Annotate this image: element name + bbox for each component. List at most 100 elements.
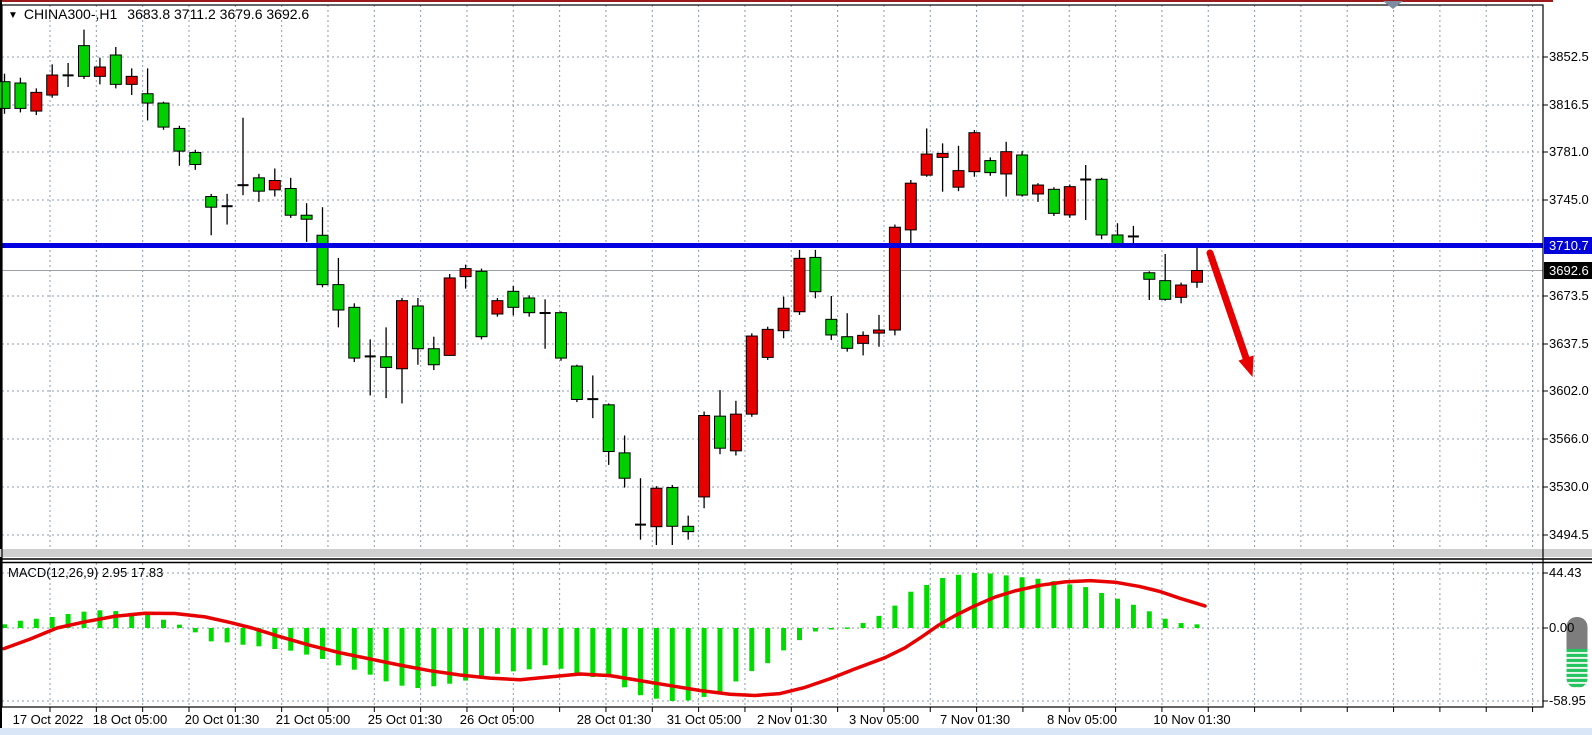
candle-body — [443, 277, 456, 356]
candle-body — [825, 318, 838, 336]
candle-body — [857, 334, 870, 344]
macd-histogram-bar — [33, 618, 39, 628]
macd-histogram-bar — [208, 628, 214, 642]
candle-body — [984, 160, 997, 174]
candle-body — [332, 284, 345, 311]
price-axis-label: 3494.5 — [1549, 527, 1589, 542]
macd-histogram-bar — [240, 628, 246, 645]
candle-doji — [635, 523, 646, 526]
macd-histogram-bar — [892, 605, 898, 628]
macd-histogram-bar — [844, 627, 850, 629]
time-axis-label: 8 Nov 05:00 — [1046, 712, 1118, 727]
candle-body — [904, 182, 917, 231]
candle-body — [873, 329, 885, 334]
widget-stripe — [1566, 653, 1588, 657]
widget-stripe — [1566, 668, 1588, 672]
time-axis-label: 21 Oct 05:00 — [275, 712, 351, 727]
candle-body — [698, 414, 711, 498]
candle-body — [1111, 234, 1124, 245]
window-top-edge — [0, 0, 1553, 2]
macd-histogram-bar — [447, 628, 453, 684]
macd-histogram-bar — [701, 628, 707, 697]
macd-histogram-bar — [161, 619, 166, 628]
macd-histogram-bar — [304, 628, 310, 655]
candle-body — [793, 257, 806, 313]
candle-body — [411, 305, 424, 350]
candle-body — [555, 312, 567, 359]
candle-body — [252, 177, 265, 192]
time-axis-label: 31 Oct 05:00 — [666, 712, 742, 727]
macd-histogram-bar — [653, 628, 659, 699]
macd-histogram-bar — [956, 574, 961, 628]
symbol-dropdown-icon[interactable]: ▼ — [8, 10, 18, 21]
candle-doji — [539, 312, 551, 315]
macd-histogram-bar — [590, 628, 596, 678]
candle-doji — [237, 184, 249, 187]
macd-histogram-bar — [272, 628, 278, 650]
pane-divider[interactable] — [0, 549, 1592, 557]
macd-histogram-bar — [860, 623, 866, 628]
macd-histogram-bar — [876, 615, 882, 628]
macd-axis-label: 44.43 — [1549, 565, 1582, 580]
candle-body — [841, 336, 854, 349]
candle-body — [459, 268, 472, 278]
macd-histogram-bar — [383, 628, 389, 682]
candle-body — [173, 127, 186, 152]
candle-body — [920, 153, 933, 176]
candle-body — [380, 356, 393, 368]
macd-histogram-bar — [638, 628, 643, 696]
candle-body — [396, 300, 408, 370]
candle-body — [602, 404, 615, 453]
candle-body — [618, 452, 631, 479]
macd-indicator-label: MACD(12,26,9) 2.95 17.83 — [8, 565, 164, 580]
macd-axis-label: 0.00 — [1549, 620, 1575, 635]
macd-histogram-bar — [320, 628, 325, 659]
macd-histogram-bar — [717, 628, 723, 695]
candle-body — [650, 487, 663, 528]
candle-body — [1175, 284, 1188, 298]
candle-body — [507, 290, 520, 308]
last-price-badge: 3692.6 — [1544, 262, 1592, 279]
candle-body — [316, 234, 329, 286]
time-axis-label: 28 Oct 01:30 — [576, 712, 652, 727]
macd-signal-line — [2, 578, 1207, 698]
candle-doji — [1080, 178, 1092, 181]
chart-shift-marker[interactable] — [1383, 1, 1403, 9]
candle-body — [141, 93, 154, 104]
candle-body — [1159, 280, 1172, 300]
time-axis-label: 20 Oct 01:30 — [184, 712, 260, 727]
candle-body — [1032, 184, 1044, 195]
macd-histogram-bar — [129, 613, 135, 628]
widget-stripe-gap — [1566, 686, 1588, 688]
candle-body — [157, 102, 170, 128]
macd-histogram-bar — [1146, 611, 1152, 628]
macd-histogram-bar — [542, 628, 548, 666]
candle-body — [268, 179, 281, 191]
price-axis-label: 3530.0 — [1549, 479, 1589, 494]
widget-stripe-gap — [1566, 676, 1588, 679]
macd-histogram-bar — [749, 628, 755, 672]
price-axis-label: 3816.5 — [1549, 97, 1589, 112]
candle-body — [952, 170, 965, 188]
macd-histogram-bar — [797, 628, 802, 641]
candle-body — [475, 270, 488, 338]
trend-arrow[interactable] — [1206, 249, 1250, 362]
candle-body — [109, 54, 122, 85]
chart-title-bar: ▼ CHINA300-,H1 3683.8 3711.2 3679.6 3692.6 — [8, 6, 309, 22]
price-axis-label: 3637.5 — [1549, 336, 1589, 351]
macd-histogram-bar — [1115, 598, 1120, 628]
widget-stripe-gap — [1566, 661, 1588, 664]
macd-histogram-bar — [49, 616, 55, 628]
candle-body — [30, 91, 43, 112]
time-axis-label: 7 Nov 01:30 — [939, 712, 1011, 727]
macd-histogram-bar — [1019, 577, 1025, 628]
candle-body — [1143, 272, 1156, 280]
macd-histogram-bar — [17, 620, 23, 628]
widget-stripe-gap — [1566, 666, 1588, 669]
macd-histogram-bar — [558, 628, 564, 669]
plot-border — [1, 4, 1544, 708]
macd-histogram-bar — [940, 578, 946, 628]
candle-body — [523, 297, 536, 314]
